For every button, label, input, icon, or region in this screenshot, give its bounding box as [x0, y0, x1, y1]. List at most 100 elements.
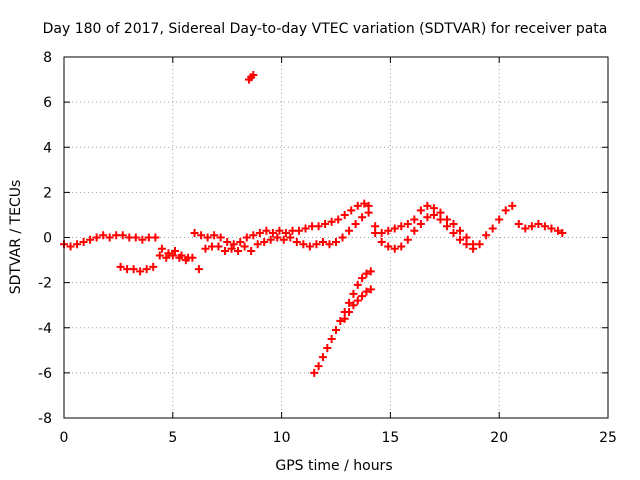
data-point: [397, 242, 406, 251]
data-point: [321, 219, 330, 228]
data-point: [353, 296, 362, 305]
data-point: [371, 228, 380, 237]
data-point: [268, 228, 277, 237]
data-point: [360, 199, 369, 208]
y-tick-label: 4: [43, 140, 52, 156]
data-point: [364, 201, 373, 210]
data-point: [390, 224, 399, 233]
data-point: [429, 204, 438, 213]
data-point: [164, 249, 173, 258]
data-point: [86, 235, 95, 244]
data-point: [275, 226, 284, 235]
x-tick-label: 10: [273, 430, 291, 446]
data-point: [136, 267, 145, 276]
data-point: [384, 226, 393, 235]
data-point: [118, 231, 127, 240]
data-point: [521, 224, 530, 233]
data-point: [338, 233, 347, 242]
data-point: [188, 253, 197, 262]
data-point: [353, 280, 362, 289]
data-point: [260, 238, 269, 247]
x-tick-label: 5: [168, 430, 177, 446]
series-main-band: [60, 199, 567, 262]
points-layer: [60, 71, 567, 377]
x-tick-label: 0: [60, 430, 69, 446]
data-point: [214, 242, 223, 251]
data-point: [358, 274, 367, 283]
data-point: [384, 242, 393, 251]
data-point: [390, 244, 399, 253]
data-point: [423, 201, 432, 210]
data-point: [334, 215, 343, 224]
data-point: [349, 301, 358, 310]
data-point: [162, 253, 171, 262]
data-point: [423, 213, 432, 222]
data-point: [527, 222, 536, 231]
data-point: [323, 344, 332, 353]
y-tick-label: 2: [43, 185, 52, 201]
data-point: [242, 233, 251, 242]
data-point: [456, 226, 465, 235]
data-point: [295, 226, 304, 235]
y-tick-label: -2: [38, 276, 52, 292]
data-point: [558, 228, 567, 237]
data-point: [377, 238, 386, 247]
data-point: [79, 238, 88, 247]
data-point: [340, 314, 349, 323]
y-tick-label: -8: [38, 411, 52, 427]
data-point: [371, 222, 380, 231]
data-point: [397, 222, 406, 231]
data-point: [223, 238, 232, 247]
data-point: [129, 265, 138, 274]
data-point: [305, 242, 314, 251]
y-tick-label: 8: [43, 50, 52, 66]
data-point: [416, 219, 425, 228]
data-point: [262, 226, 271, 235]
data-point: [92, 233, 101, 242]
data-point: [332, 238, 340, 247]
data-point: [273, 233, 282, 242]
data-point: [170, 247, 179, 256]
data-point: [73, 240, 82, 249]
data-point: [286, 233, 295, 242]
chart-title: Day 180 of 2017, Sidereal Day-to-day VTE…: [43, 21, 608, 37]
data-point: [247, 247, 256, 256]
data-point: [482, 231, 491, 240]
data-point: [194, 265, 203, 274]
data-point: [366, 267, 375, 276]
data-point: [240, 242, 249, 251]
data-point: [345, 298, 354, 307]
data-point: [157, 244, 166, 253]
data-point: [501, 206, 510, 215]
data-point: [547, 224, 556, 233]
data-point: [349, 289, 358, 298]
data-point: [347, 206, 356, 215]
ticks-layer: 0 5 10 15 20 25 -8 -6 -4 -2 0 2 4 6 8: [38, 50, 617, 446]
data-point: [253, 240, 262, 249]
data-point: [168, 251, 177, 260]
data-point: [340, 210, 349, 219]
data-point: [155, 251, 164, 260]
data-point: [449, 219, 458, 228]
data-point: [175, 253, 184, 262]
data-point: [449, 228, 458, 237]
data-point: [429, 210, 438, 219]
data-point: [345, 307, 354, 316]
data-point: [310, 368, 319, 377]
data-point: [236, 238, 245, 247]
data-point: [416, 206, 425, 215]
data-point: [488, 224, 497, 233]
series-descending-streak: [310, 267, 375, 377]
data-point: [462, 233, 471, 242]
data-point: [312, 240, 321, 249]
data-point: [325, 240, 334, 249]
data-point: [351, 219, 360, 228]
data-point: [190, 228, 199, 237]
y-tick-label: 0: [43, 231, 52, 247]
data-point: [475, 240, 484, 249]
data-point: [358, 213, 367, 222]
data-point: [410, 215, 419, 224]
data-point: [410, 226, 419, 235]
data-point: [362, 269, 371, 278]
